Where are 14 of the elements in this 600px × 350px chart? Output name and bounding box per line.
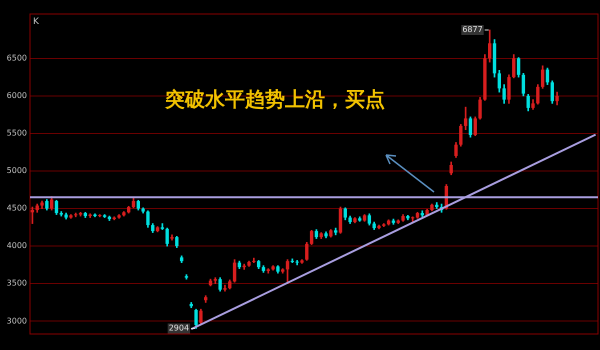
y-axis-title: K: [33, 16, 40, 27]
y-tick-label: 4000: [6, 241, 27, 250]
y-tick-label: 6000: [6, 90, 27, 100]
y-tick-label: 6500: [6, 53, 27, 62]
y-tick-label: 3000: [6, 316, 27, 326]
candlestick: [170, 234, 174, 240]
annotation: 突破水平趋势上沿，买点: [164, 87, 385, 112]
annotation: 6877: [462, 25, 483, 34]
y-tick-label: 3500: [6, 278, 27, 288]
y-tick-label: 4500: [6, 204, 27, 213]
y-tick-label: 5000: [6, 166, 27, 176]
y-tick-label: 5500: [6, 128, 27, 138]
annotation: 2904: [168, 324, 190, 333]
candlestick: [223, 284, 227, 292]
